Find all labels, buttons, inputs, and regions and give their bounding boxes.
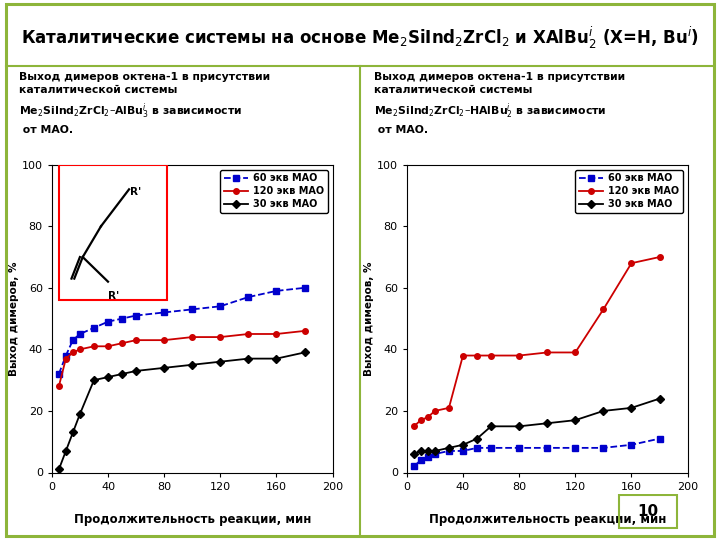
- Legend: 60 экв МАО, 120 экв МАО, 30 экв МАО: 60 экв МАО, 120 экв МАО, 30 экв МАО: [575, 170, 683, 213]
- Text: Выход димеров октена-1 в присутствии
каталитической системы
Me$_2$SiInd$_2$ZrCl$: Выход димеров октена-1 в присутствии кат…: [374, 72, 625, 134]
- Text: 10: 10: [637, 504, 659, 519]
- Text: Продолжительность реакции, мин: Продолжительность реакции, мин: [73, 512, 311, 525]
- Bar: [59, 165, 167, 300]
- Text: Продолжительность реакции, мин: Продолжительность реакции, мин: [428, 512, 666, 525]
- Text: Выход димеров октена-1 в присутствии
каталитической системы
Me$_2$SiInd$_2$ZrCl$: Выход димеров октена-1 в присутствии кат…: [19, 72, 270, 134]
- Text: R': R': [130, 187, 142, 198]
- Y-axis label: Выход димеров, %: Выход димеров, %: [9, 261, 19, 376]
- Legend: 60 экв МАО, 120 экв МАО, 30 экв МАО: 60 экв МАО, 120 экв МАО, 30 экв МАО: [220, 170, 328, 213]
- Y-axis label: Выход димеров, %: Выход димеров, %: [364, 261, 374, 376]
- Text: Каталитические системы на основе Me$_2$SiInd$_2$ZrCl$_2$ и XAlBu$^i_2$ (X=H, Bu$: Каталитические системы на основе Me$_2$S…: [21, 24, 699, 51]
- Text: R': R': [108, 291, 120, 301]
